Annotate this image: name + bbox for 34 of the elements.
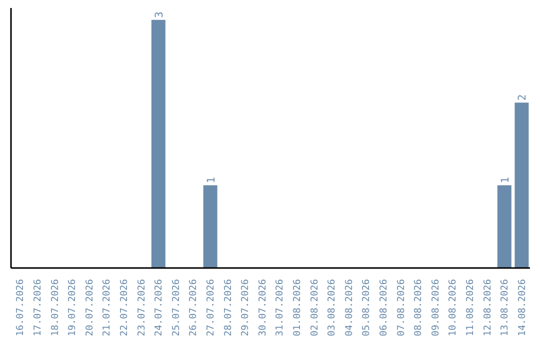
x-tick-label: 16.07.2026 <box>15 278 26 336</box>
x-tick-label: 09.08.2026 <box>430 278 442 336</box>
x-tick-label: 08.08.2026 <box>413 278 424 336</box>
data-label: 1 <box>205 176 218 184</box>
x-tick-label: 31.07.2026 <box>274 278 286 336</box>
x-tick-label: 25.07.2026 <box>170 278 182 336</box>
x-tick-label: 28.07.2026 <box>222 278 234 336</box>
x-tick-label: 22.07.2026 <box>118 278 130 336</box>
data-label: 3 <box>153 12 166 18</box>
x-tick-label: 21.07.2026 <box>102 278 113 336</box>
x-tick-label: 27.07.2026 <box>205 278 216 336</box>
x-tick-label: 05.08.2026 <box>361 278 372 336</box>
x-tick-label: 06.08.2026 <box>378 278 390 336</box>
x-tick-label: 23.07.2026 <box>136 278 148 336</box>
x-tick-label: 12.08.2026 <box>482 278 494 336</box>
x-tick-label: 17.07.2026 <box>32 278 44 336</box>
x-tick-label: 07.08.2026 <box>396 278 407 336</box>
x-tick-label: 26.07.2026 <box>188 278 200 336</box>
x-tick-label: 19.07.2026 <box>67 278 78 336</box>
x-tick-label: 03.08.2026 <box>326 278 338 336</box>
x-tick-label: 30.07.2026 <box>257 278 268 336</box>
x-tick-label: 14.08.2026 <box>516 278 528 336</box>
data-label: 1 <box>499 176 512 184</box>
x-tick-label: 04.08.2026 <box>344 278 355 336</box>
data-label: 2 <box>516 94 529 101</box>
x-tick-label: 11.08.2026 <box>464 278 476 336</box>
x-tick-label: 01.08.2026 <box>292 278 303 336</box>
x-tick-label: 10.08.2026 <box>448 278 459 336</box>
x-tick-label: 20.07.2026 <box>84 278 96 336</box>
x-tick-label: 02.08.2026 <box>309 278 320 336</box>
x-tick-label: 18.07.2026 <box>50 278 61 336</box>
x-tick-label: 13.08.2026 <box>500 278 511 336</box>
x-tick-label: 24.07.2026 <box>154 278 165 336</box>
x-tick-label: 29.07.2026 <box>240 278 252 336</box>
